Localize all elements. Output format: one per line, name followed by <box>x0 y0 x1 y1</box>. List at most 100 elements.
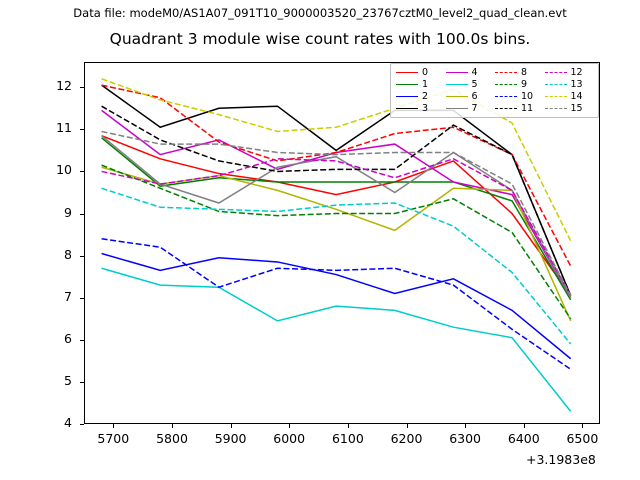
x-tick-mark <box>172 424 173 428</box>
x-tick-mark <box>113 424 115 428</box>
y-tick-mark <box>80 171 84 173</box>
legend-label-2: 2 <box>422 91 429 102</box>
series-line-7 <box>101 135 572 299</box>
legend-entry-0[interactable]: 0 <box>396 67 446 79</box>
legend-label-15: 15 <box>570 103 583 114</box>
legend-label-0: 0 <box>422 67 429 78</box>
x-tick-label: 6400 <box>507 431 540 446</box>
legend-swatch-6 <box>445 96 468 97</box>
legend-label-5: 5 <box>471 79 478 90</box>
legend-label-11: 11 <box>521 103 534 114</box>
legend-swatch-0 <box>396 72 418 73</box>
series-line-10 <box>101 238 572 370</box>
series-line-1 <box>101 137 572 301</box>
series-line-11 <box>101 105 572 296</box>
x-tick-mark <box>289 424 291 428</box>
x-tick-mark <box>523 424 525 428</box>
y-tick-label: 9 <box>64 204 72 220</box>
legend-swatch-11 <box>495 108 517 109</box>
legend-entry-13[interactable]: 13 <box>544 79 595 91</box>
legend-entry-5[interactable]: 5 <box>445 79 496 91</box>
y-tick-mark <box>80 297 84 299</box>
legend-entry-8[interactable]: 8 <box>495 67 545 79</box>
legend-entry-11[interactable]: 11 <box>495 103 545 115</box>
legend-label-12: 12 <box>570 67 583 78</box>
legend-row: 0 4 8 12 <box>396 67 594 79</box>
legend-swatch-13 <box>544 84 567 85</box>
x-tick-mark <box>465 424 467 428</box>
legend-swatch-7 <box>445 108 468 109</box>
series-line-0 <box>101 134 572 297</box>
chart-title: Quadrant 3 module wise count rates with … <box>109 30 531 48</box>
legend-entry-14[interactable]: 14 <box>544 91 595 103</box>
legend-entry-6[interactable]: 6 <box>445 91 496 103</box>
series-line-2 <box>101 252 572 360</box>
legend-label-3: 3 <box>422 103 429 114</box>
legend-row: 3 7 11 15 <box>396 103 594 115</box>
series-lines <box>101 78 572 412</box>
y-tick-label: 7 <box>64 288 72 304</box>
y-tick-mark <box>80 424 84 425</box>
y-tick-label: 5 <box>64 372 72 388</box>
legend-swatch-4 <box>445 72 468 73</box>
legend-swatch-2 <box>396 96 418 97</box>
legend-swatch-1 <box>396 84 418 85</box>
y-tick-mark <box>80 129 84 131</box>
legend-entry-2[interactable]: 2 <box>396 91 446 103</box>
legend-entry-1[interactable]: 1 <box>396 79 446 91</box>
data-file-caption: Data file: modeM0/AS1A07_091T10_90000035… <box>73 6 567 20</box>
y-tick-mark <box>80 255 84 257</box>
y-tick-label: 4 <box>64 415 72 430</box>
y-tick-label: 10 <box>56 162 72 178</box>
legend-label-8: 8 <box>521 67 528 78</box>
legend-label-6: 6 <box>471 91 478 102</box>
y-tick-mark <box>80 87 84 89</box>
legend-entry-9[interactable]: 9 <box>495 79 545 91</box>
x-tick-label: 5900 <box>214 431 247 446</box>
legend-swatch-5 <box>445 84 468 85</box>
x-tick-mark <box>347 424 349 428</box>
legend-table: 0 4 8 12 1 5 9 13 2 6 10 14 3 7 11 15 <box>396 67 594 115</box>
legend-label-14: 14 <box>570 91 583 102</box>
x-tick-mark <box>582 424 584 428</box>
plot-axes-frame <box>84 62 600 424</box>
x-tick-label: 5800 <box>156 431 188 446</box>
legend-label-10: 10 <box>521 91 534 102</box>
x-tick-mark <box>406 424 408 428</box>
y-tick-label: 11 <box>56 120 72 136</box>
legend: 0 4 8 12 1 5 9 13 2 6 10 14 3 7 11 15 <box>390 63 599 118</box>
series-line-13 <box>101 187 572 345</box>
legend-entry-4[interactable]: 4 <box>445 67 496 79</box>
x-tick-label: 6500 <box>566 431 599 446</box>
plot-data-area <box>84 62 600 424</box>
legend-label-13: 13 <box>570 79 583 90</box>
legend-swatch-10 <box>495 96 517 97</box>
legend-swatch-14 <box>544 96 567 97</box>
series-line-6 <box>101 166 572 322</box>
legend-label-1: 1 <box>422 79 429 90</box>
x-tick-label: 6200 <box>390 431 423 446</box>
legend-label-4: 4 <box>471 67 478 78</box>
legend-entry-10[interactable]: 10 <box>495 91 545 103</box>
series-line-9 <box>101 164 572 320</box>
legend-entry-3[interactable]: 3 <box>396 103 446 115</box>
legend-entry-12[interactable]: 12 <box>544 67 595 79</box>
y-tick-label: 6 <box>64 330 72 346</box>
y-tick-mark <box>80 381 84 383</box>
y-tick-label: 12 <box>56 78 72 94</box>
legend-entry-15[interactable]: 15 <box>544 103 595 115</box>
legend-entry-7[interactable]: 7 <box>445 103 496 115</box>
x-tick-label: 6300 <box>449 431 481 446</box>
series-line-5 <box>101 267 572 412</box>
x-tick-label: 5700 <box>97 431 130 446</box>
series-line-3 <box>101 84 572 296</box>
legend-swatch-3 <box>396 108 418 109</box>
x-tick-label: 6100 <box>331 431 364 446</box>
legend-swatch-15 <box>544 108 567 109</box>
legend-swatch-9 <box>495 84 517 85</box>
y-tick-label: 8 <box>64 246 72 262</box>
legend-row: 1 5 9 13 <box>396 79 594 91</box>
legend-row: 2 6 10 14 <box>396 91 594 103</box>
legend-label-9: 9 <box>521 79 528 90</box>
x-tick-label: 6000 <box>273 431 306 446</box>
